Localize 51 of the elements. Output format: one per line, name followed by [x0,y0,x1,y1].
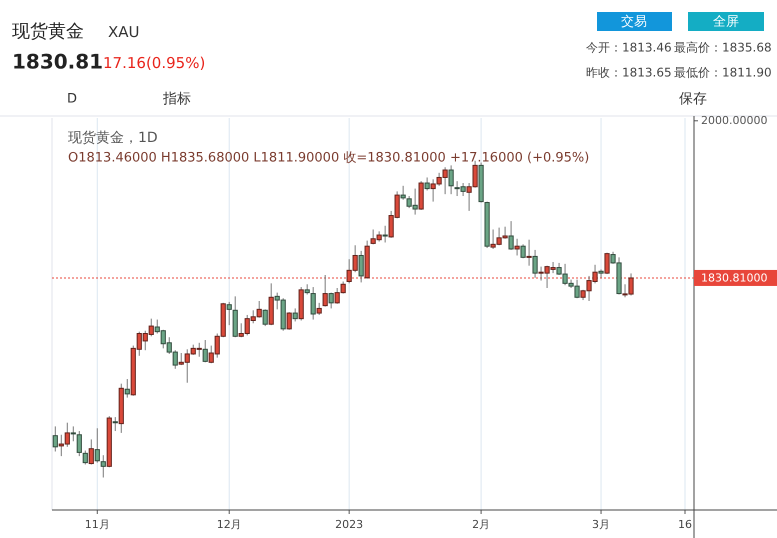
candlestick [292,308,298,322]
x-tick-label: 2月 [472,518,490,532]
text: D [67,92,78,107]
text: 今开：1813.46 [586,40,672,54]
text: 1830.81 [12,49,104,74]
candlestick [310,286,316,320]
text: 昨收：1813.65 [586,65,672,80]
x-tick-label: 2023 [335,518,364,532]
chart-title: 现货黄金 [12,20,84,42]
x-tick-label: 11月 [84,518,110,532]
x-tick-label: 12月 [216,518,242,532]
text: 最高价：1835.68 [674,40,772,54]
candlestick [508,220,514,250]
candlestick [316,302,322,316]
candlestick [514,238,520,256]
candlestick [526,239,532,266]
candlestick [88,438,94,465]
chart-subtitle: XAU [108,23,140,42]
candlestick [226,301,232,326]
candlestick [358,250,364,283]
candlestick [202,340,208,363]
annotation: O1813.46000 H1835.68000 L1811.90000 收=1830.81000 +17.16000 (+0.95%) [68,150,590,166]
candlestick [382,225,388,243]
candlestick [604,252,610,275]
candlestick [520,244,526,259]
candlestick [82,450,88,465]
candlestick [304,284,310,295]
y-tick-label: 1830.81000 [701,271,768,284]
text: 全屏 [713,14,739,30]
candlestick [424,176,430,191]
text: 指标 [162,90,191,107]
candlestick [448,164,454,195]
text: 17.16(0.95%) [103,54,206,72]
x-tick-label: 16 [678,518,692,532]
candlestick [262,308,268,327]
candlestick [76,430,82,457]
candlestick [70,426,76,442]
candlestick [328,292,334,309]
candlestick [400,185,406,200]
candlestick [532,249,538,278]
candlestick [52,426,58,452]
text: 交易 [621,14,647,30]
text: 最低价：1811.90 [674,65,772,80]
candlestick [112,416,118,432]
annotation: 现货黄金，1D [68,130,158,146]
candlestick [286,312,292,330]
candlestick [322,274,328,308]
x-tick-label: 3月 [592,518,610,532]
text: 保存 [679,90,707,107]
y-tick-label: 2000.00000 [701,114,768,127]
candlestick [124,378,130,398]
